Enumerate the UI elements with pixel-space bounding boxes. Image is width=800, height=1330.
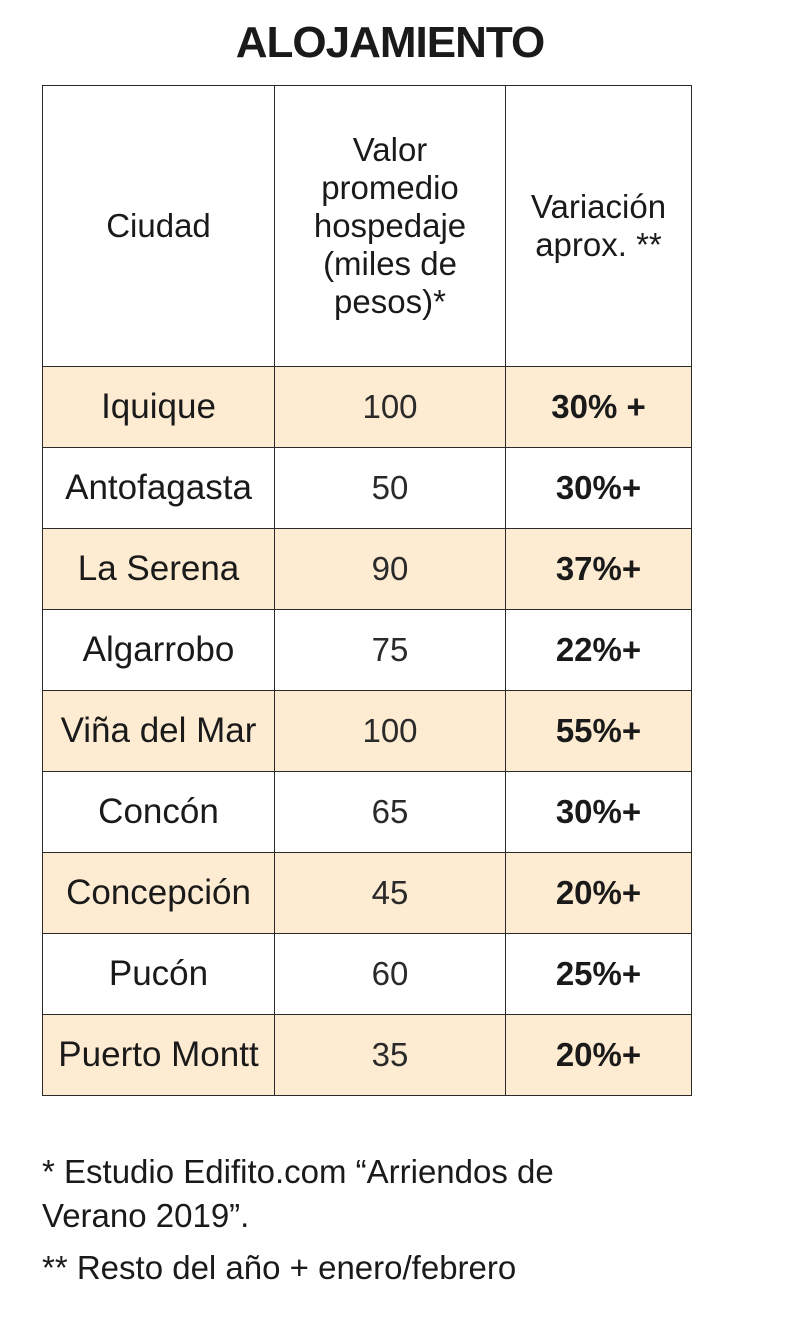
cell-variation: 55%+ bbox=[505, 690, 692, 772]
page-title: ALOJAMIENTO bbox=[235, 18, 545, 67]
cell-value: 100 bbox=[274, 366, 506, 448]
header-variation: Variación aprox. ** bbox=[505, 85, 692, 367]
table-row: Concón 65 30%+ bbox=[42, 771, 692, 853]
cell-city: Concepción bbox=[42, 852, 275, 934]
cell-value: 90 bbox=[274, 528, 506, 610]
cell-city: Puerto Montt bbox=[42, 1014, 275, 1096]
header-value: Valor promedio hospedaje (miles de pesos… bbox=[274, 85, 506, 367]
table-row: Puerto Montt 35 20%+ bbox=[42, 1014, 692, 1096]
table-row: Pucón 60 25%+ bbox=[42, 933, 692, 1015]
cell-city: Iquique bbox=[42, 366, 275, 448]
cell-variation: 22%+ bbox=[505, 609, 692, 691]
table-row: Concepción 45 20%+ bbox=[42, 852, 692, 934]
cell-city: Algarrobo bbox=[42, 609, 275, 691]
footnotes: * Estudio Edifito.com “Arriendos de Vera… bbox=[42, 1150, 642, 1290]
cell-variation: 30%+ bbox=[505, 771, 692, 853]
cell-value: 45 bbox=[274, 852, 506, 934]
cell-city: Pucón bbox=[42, 933, 275, 1015]
cell-city: La Serena bbox=[42, 528, 275, 610]
footnote-variation: ** Resto del año + enero/febrero bbox=[42, 1249, 517, 1286]
cell-city: Antofagasta bbox=[42, 447, 275, 529]
table-row: La Serena 90 37%+ bbox=[42, 528, 692, 610]
cell-city: Concón bbox=[42, 771, 275, 853]
accommodation-table: Ciudad Valor promedio hospedaje (miles d… bbox=[42, 85, 692, 1096]
cell-variation: 30% + bbox=[505, 366, 692, 448]
cell-value: 35 bbox=[274, 1014, 506, 1096]
table-row: Iquique 100 30% + bbox=[42, 366, 692, 448]
cell-city: Viña del Mar bbox=[42, 690, 275, 772]
table-row: Antofagasta 50 30%+ bbox=[42, 447, 692, 529]
cell-value: 75 bbox=[274, 609, 506, 691]
cell-variation: 25%+ bbox=[505, 933, 692, 1015]
table-row: Viña del Mar 100 55%+ bbox=[42, 690, 692, 772]
header-value-label: Valor promedio hospedaje (miles de pesos… bbox=[313, 131, 467, 320]
cell-value: 60 bbox=[274, 933, 506, 1015]
cell-value: 50 bbox=[274, 447, 506, 529]
table-row: Algarrobo 75 22%+ bbox=[42, 609, 692, 691]
footnote-source: * Estudio Edifito.com “Arriendos de Vera… bbox=[42, 1153, 554, 1234]
header-city: Ciudad bbox=[42, 85, 275, 367]
table-header-row: Ciudad Valor promedio hospedaje (miles d… bbox=[42, 85, 692, 367]
cell-variation: 37%+ bbox=[505, 528, 692, 610]
cell-value: 65 bbox=[274, 771, 506, 853]
cell-value: 100 bbox=[274, 690, 506, 772]
cell-variation: 20%+ bbox=[505, 1014, 692, 1096]
cell-variation: 30%+ bbox=[505, 447, 692, 529]
cell-variation: 20%+ bbox=[505, 852, 692, 934]
